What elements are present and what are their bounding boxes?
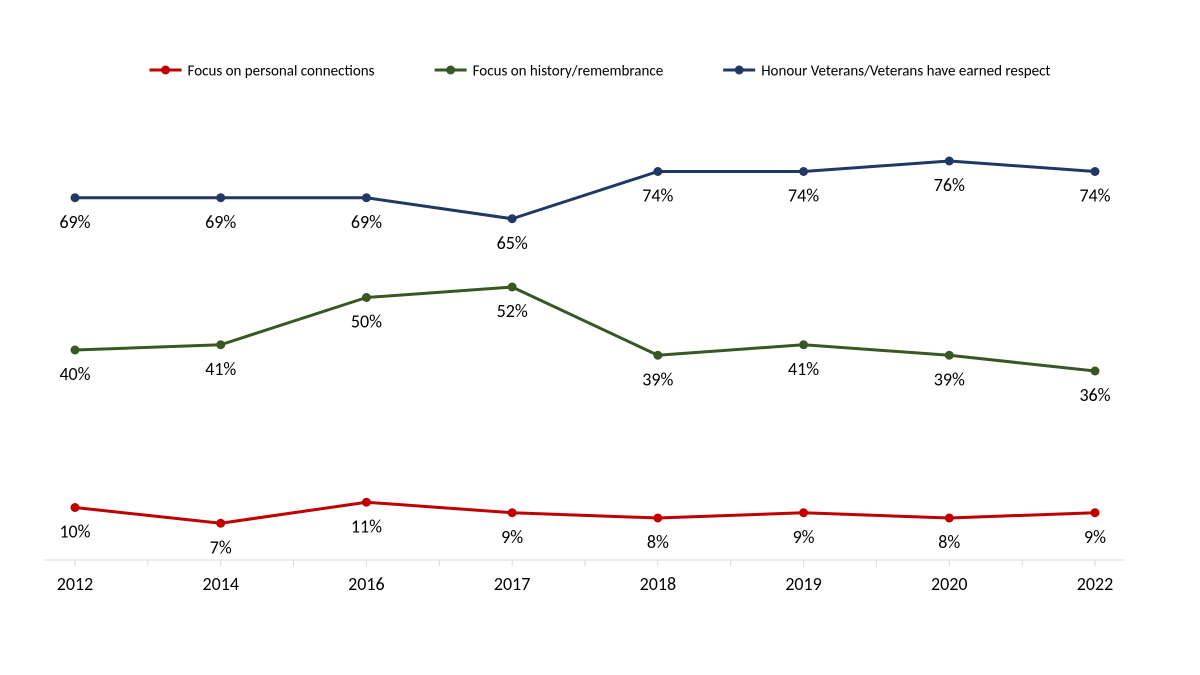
series-value-label-history: 39% (642, 368, 673, 390)
series-value-label-personal: 8% (938, 531, 960, 553)
series-marker-honour (216, 193, 225, 202)
series-value-label-personal: 9% (793, 526, 815, 548)
series-marker-personal (71, 503, 80, 512)
series-value-label-history: 36% (1079, 384, 1110, 406)
series-value-label-honour: 74% (788, 185, 819, 207)
series-marker-personal (1091, 508, 1100, 517)
series-value-label-honour: 69% (59, 211, 90, 233)
x-axis-label: 2016 (348, 573, 385, 595)
series-marker-history (508, 283, 517, 292)
series-value-label-honour: 65% (497, 232, 528, 254)
series-marker-personal (945, 514, 954, 523)
x-axis-label: 2018 (640, 573, 677, 595)
series-value-label-personal: 11% (351, 515, 382, 537)
series-marker-personal (508, 508, 517, 517)
x-axis-label: 2020 (931, 573, 968, 595)
legend-marker-personal (161, 66, 170, 75)
series-value-label-honour: 76% (934, 174, 965, 196)
series-value-label-honour: 69% (351, 211, 382, 233)
series-value-label-history: 40% (59, 363, 90, 385)
x-axis-label: 2012 (57, 573, 94, 595)
series-value-label-history: 52% (497, 300, 528, 322)
series-marker-honour (362, 193, 371, 202)
series-marker-honour (653, 167, 662, 176)
series-value-label-history: 41% (788, 358, 819, 380)
series-marker-history (799, 340, 808, 349)
chart-background (0, 0, 1200, 675)
x-axis-label: 2017 (494, 573, 531, 595)
line-chart: 2012 2014 2016 2017 2018 2019 2020 2022 10% 7% 11%… (0, 0, 1200, 675)
series-marker-history (71, 346, 80, 355)
series-marker-history (653, 351, 662, 360)
legend-label-history: Focus on history/remembrance (473, 62, 664, 80)
series-value-label-honour: 74% (1079, 185, 1110, 207)
x-axis-label: 2019 (785, 573, 822, 595)
series-marker-history (1091, 367, 1100, 376)
series-marker-honour (799, 167, 808, 176)
series-marker-history (216, 340, 225, 349)
series-value-label-personal: 8% (647, 531, 669, 553)
x-axis-label: 2014 (202, 573, 239, 595)
series-marker-history (362, 293, 371, 302)
series-marker-honour (1091, 167, 1100, 176)
series-marker-personal (653, 514, 662, 523)
x-axis-label: 2022 (1077, 573, 1114, 595)
series-value-label-personal: 9% (1084, 526, 1106, 548)
series-marker-honour (71, 193, 80, 202)
series-value-label-personal: 10% (59, 521, 90, 543)
chart-svg: 2012 2014 2016 2017 2018 2019 2020 2022 10% 7% 11%… (0, 0, 1200, 675)
series-marker-personal (216, 519, 225, 528)
series-value-label-history: 50% (351, 311, 382, 333)
legend-marker-history (446, 66, 455, 75)
series-marker-history (945, 351, 954, 360)
legend-marker-honour (735, 66, 744, 75)
series-value-label-history: 41% (205, 358, 236, 380)
legend-label-personal: Focus on personal connections (188, 62, 375, 80)
series-marker-honour (508, 214, 517, 223)
series-value-label-honour: 69% (205, 211, 236, 233)
series-value-label-honour: 74% (642, 185, 673, 207)
series-marker-personal (799, 508, 808, 517)
series-value-label-history: 39% (934, 368, 965, 390)
series-marker-personal (362, 498, 371, 507)
series-marker-honour (945, 157, 954, 166)
series-value-label-personal: 7% (210, 536, 232, 558)
series-value-label-personal: 9% (501, 526, 523, 548)
legend-label-honour: Honour Veterans/Veterans have earned res… (761, 62, 1050, 80)
